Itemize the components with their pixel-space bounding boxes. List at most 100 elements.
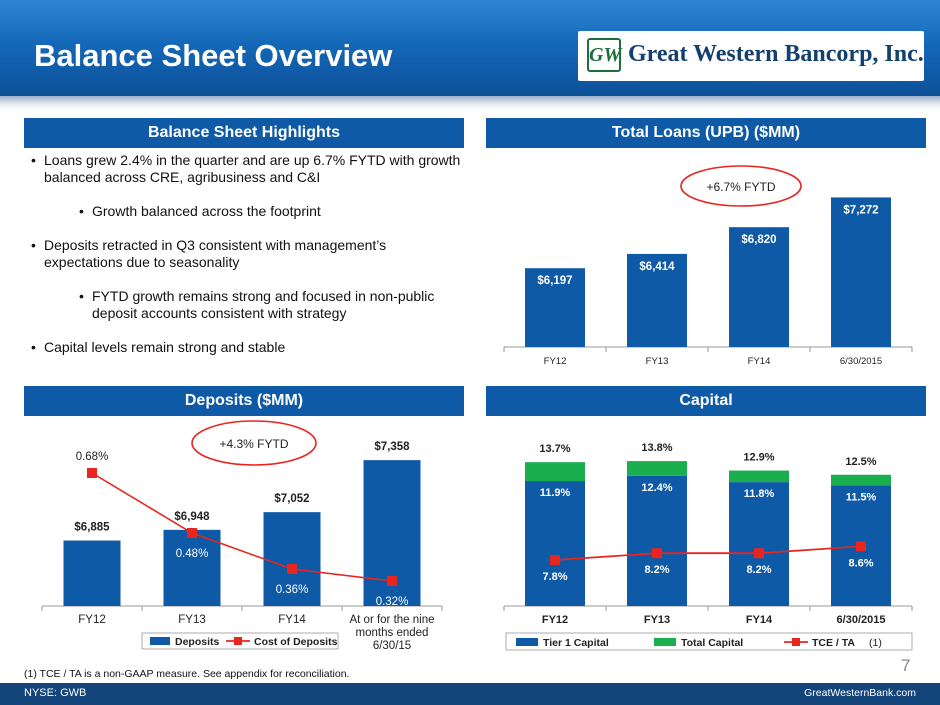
bullet-item: • Loans grew 2.4% in the quarter and are…	[24, 152, 464, 186]
bar-value-label: $7,052	[274, 493, 309, 505]
tier1-value-label: 12.4%	[641, 482, 672, 494]
cost-of-deposits-marker	[187, 528, 197, 538]
line-value-label: 0.48%	[176, 548, 209, 560]
annotation-ellipse	[680, 165, 802, 207]
total-value-label: 12.5%	[845, 456, 876, 468]
tier1-bar	[627, 475, 687, 606]
bullet-icon: •	[79, 288, 84, 304]
bullet-text: FYTD growth remains strong and focused i…	[92, 288, 435, 321]
bullet-item: • FYTD growth remains strong and focused…	[72, 288, 464, 322]
legend-swatch-total	[654, 638, 676, 646]
total-value-label: 12.9%	[743, 452, 774, 464]
annotation-ellipse	[191, 420, 317, 466]
legend-label: Cost of Deposits	[254, 636, 338, 648]
x-tick-label: FY14	[278, 614, 306, 626]
tce-value-label: 8.2%	[644, 564, 669, 576]
bullet-item: • Capital levels remain strong and stabl…	[24, 339, 464, 356]
tce-value-label: 7.8%	[542, 571, 567, 583]
total-value-label: 13.8%	[641, 442, 672, 454]
bar-value-label: $7,272	[843, 204, 878, 216]
legend-swatch-marker	[792, 638, 800, 646]
bar-value-label: $6,820	[741, 234, 776, 246]
bullet-text: Loans grew 2.4% in the quarter and are u…	[44, 152, 461, 185]
tier1-value-label: 11.9%	[540, 487, 571, 499]
x-tick-label: At or for the nine months ended 6/30/15	[349, 614, 434, 652]
deposits-bar	[263, 512, 321, 606]
bullet-icon: •	[31, 237, 36, 253]
bar-value-label: $6,948	[174, 511, 210, 523]
total-capital-bar	[831, 474, 891, 486]
section-header-deposits: Deposits ($MM)	[24, 386, 464, 416]
section-header-capital: Capital	[486, 386, 926, 416]
legend-swatch-deposits	[150, 637, 170, 645]
bullet-text: Deposits retracted in Q3 consistent with…	[44, 237, 387, 270]
bullet-icon: •	[31, 152, 36, 168]
cost-of-deposits-marker	[287, 564, 297, 574]
legend-footnote-marker: (1)	[869, 637, 882, 649]
legend-swatch-tier1	[516, 638, 538, 646]
page-title: Balance Sheet Overview	[34, 38, 393, 73]
deposits-combo-chart: $6,885 $6,948 $7,052 $7,358 0.68% 0.48% 0.36% 0…	[41, 420, 443, 652]
footer-ticker: NYSE: GWB	[24, 687, 87, 699]
bullet-text: Capital levels remain strong and stable	[44, 339, 286, 355]
cost-of-deposits-marker	[87, 468, 97, 478]
deposits-bar	[63, 540, 121, 606]
total-capital-bar	[627, 461, 687, 476]
logo-mark-icon: GW	[587, 38, 621, 72]
company-logo: GW Great Western Bancorp, Inc.	[578, 31, 924, 81]
chart-legend: Deposits Cost of Deposits	[141, 632, 339, 650]
annotation-text: +6.7% FYTD	[706, 180, 775, 194]
line-value-label: 0.36%	[276, 584, 309, 596]
legend-label: Tier 1 Capital	[543, 637, 609, 649]
tce-ta-marker	[652, 548, 662, 559]
bar-value-label: $6,414	[639, 261, 675, 273]
loans-bar	[831, 197, 891, 347]
section-header-loans: Total Loans (UPB) ($MM)	[486, 118, 926, 148]
page-number: 7	[901, 656, 911, 675]
x-tick-label: FY13	[178, 614, 206, 626]
total-capital-bar	[525, 462, 585, 482]
tce-value-label: 8.2%	[746, 564, 771, 576]
bullet-item: • Deposits retracted in Q3 consistent wi…	[24, 237, 464, 271]
tce-ta-marker	[754, 548, 764, 559]
footer-website: GreatWesternBank.com	[804, 687, 916, 699]
legend-swatch-marker	[234, 637, 242, 645]
x-tick-label: 6/30/2015	[837, 614, 886, 626]
tce-value-label: 8.6%	[848, 557, 873, 569]
x-tick-label: FY14	[748, 356, 771, 367]
bullet-text: Growth balanced across the footprint	[92, 203, 321, 219]
chart-legend: Tier 1 Capital Total Capital TCE / TA (1)	[505, 632, 913, 651]
line-value-label: 0.68%	[76, 451, 109, 463]
bar-value-label: $7,358	[374, 441, 410, 453]
loans-bar	[525, 268, 585, 347]
bullet-item: • Growth balanced across the footprint	[72, 203, 464, 220]
tier1-bar	[729, 482, 789, 606]
footer-band: NYSE: GWB GreatWesternBank.com	[0, 683, 940, 705]
bar-value-label: $6,885	[74, 522, 110, 534]
header-shadow	[0, 96, 940, 110]
tce-ta-marker	[856, 541, 866, 552]
cost-of-deposits-marker	[387, 576, 397, 586]
cost-of-deposits-line	[91, 472, 393, 582]
capital-stacked-chart: 13.7% 11.9% FY12 13.8% 12.4% FY13 12.9% 11.8% FY…	[503, 442, 913, 651]
x-tick-label: FY13	[646, 356, 669, 367]
legend-label: Total Capital	[681, 637, 743, 649]
bar-value-label: $6,197	[537, 275, 572, 287]
loans-bar	[627, 253, 687, 347]
x-tick-label: 6/30/2015	[840, 356, 882, 367]
x-tick-label: FY13	[644, 614, 670, 626]
total-value-label: 13.7%	[539, 443, 570, 455]
section-header-highlights: Balance Sheet Highlights	[24, 118, 464, 148]
x-tick-label: FY12	[78, 614, 106, 626]
legend-label: TCE / TA	[812, 637, 855, 649]
x-tick-label: FY12	[544, 356, 567, 367]
tier1-value-label: 11.5%	[846, 491, 877, 503]
legend-box	[505, 632, 913, 651]
loans-bar-chart: $6,197 FY12 $6,414 FY13 $6,820 FY14 $7,272 6/30…	[503, 165, 913, 367]
bullet-icon: •	[79, 203, 84, 219]
tce-ta-marker	[550, 555, 560, 565]
tier1-value-label: 11.8%	[744, 488, 775, 500]
footnote: (1) TCE / TA is a non-GAAP measure. See …	[24, 668, 350, 680]
x-tick-label: FY14	[746, 614, 773, 626]
tce-ta-line	[554, 545, 862, 561]
